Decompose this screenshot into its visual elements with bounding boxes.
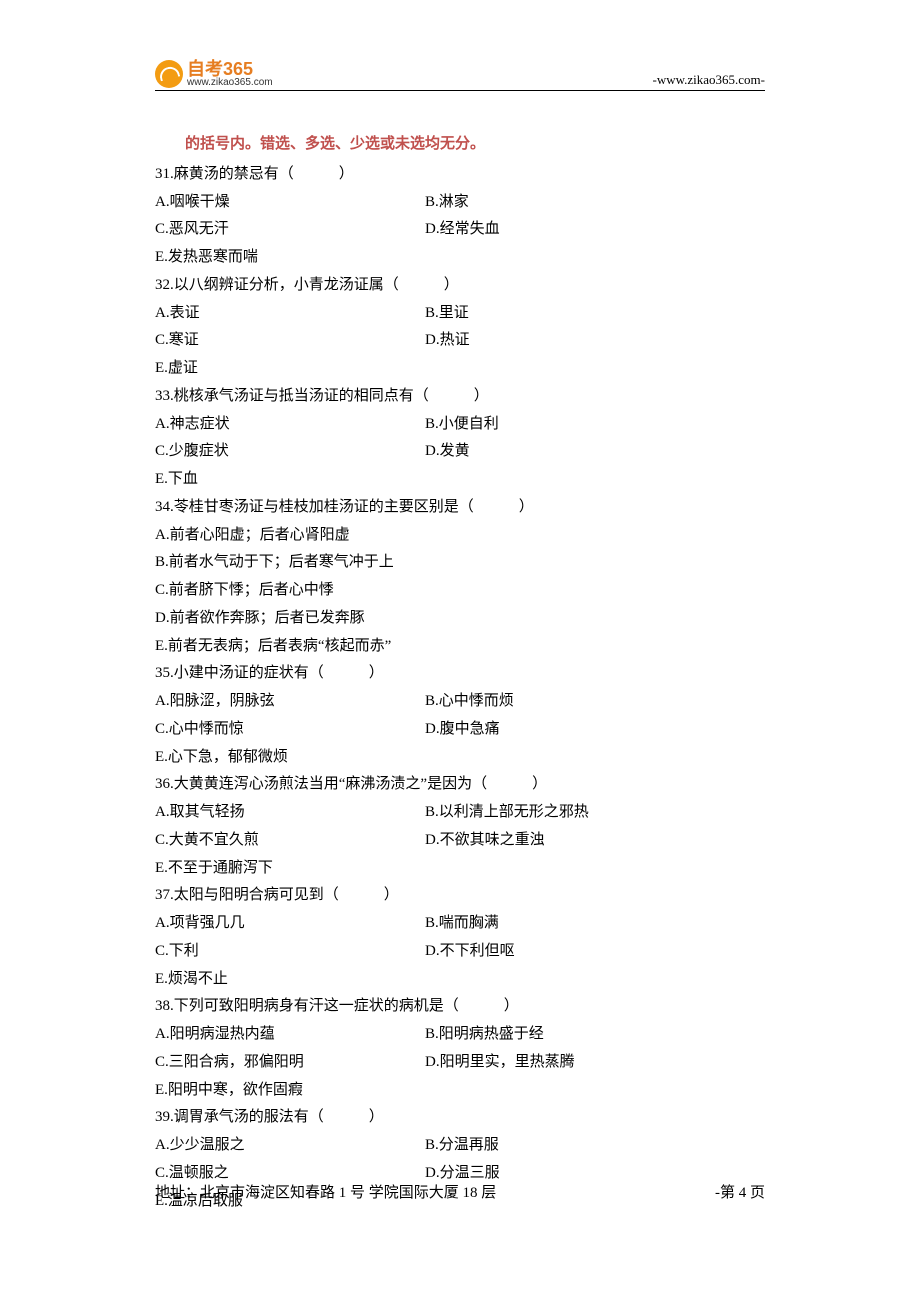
option: D.热证 bbox=[425, 327, 765, 355]
options-row: C.少腹症状D.发黄 bbox=[155, 438, 765, 466]
page-footer: 地址：北京市海淀区知春路 1 号 学院国际大厦 18 层 -第 4 页 bbox=[155, 1181, 765, 1202]
option: D.阳明里实，里热蒸腾 bbox=[425, 1049, 765, 1077]
option: B.淋家 bbox=[425, 189, 765, 217]
options-row: E.阳明中寒，欲作固瘕 bbox=[155, 1077, 765, 1105]
option: C.恶风无汗 bbox=[155, 216, 425, 244]
question-stem: 31.麻黄汤的禁忌有（ ） bbox=[155, 161, 765, 189]
options-row: A.取其气轻扬B.以利清上部无形之邪热 bbox=[155, 799, 765, 827]
option: D.不下利但呕 bbox=[425, 938, 765, 966]
option: C.心中悸而惊 bbox=[155, 716, 425, 744]
question-31: 31.麻黄汤的禁忌有（ ）A.咽喉干燥B.淋家C.恶风无汗D.经常失血E.发热恶… bbox=[155, 161, 765, 272]
question-stem: 39.调胃承气汤的服法有（ ） bbox=[155, 1104, 765, 1132]
options-row: A.阳脉涩，阴脉弦B.心中悸而烦 bbox=[155, 688, 765, 716]
question-stem: 35.小建中汤证的症状有（ ） bbox=[155, 660, 765, 688]
option: B.喘而胸满 bbox=[425, 910, 765, 938]
option: C.寒证 bbox=[155, 327, 425, 355]
options-row: A.项背强几几B.喘而胸满 bbox=[155, 910, 765, 938]
question-34: 34.苓桂甘枣汤证与桂枝加桂汤证的主要区别是（ ）A.前者心阳虚；后者心肾阳虚B… bbox=[155, 494, 765, 661]
question-37: 37.太阳与阳明合病可见到（ ）A.项背强几几B.喘而胸满C.下利D.不下利但呕… bbox=[155, 882, 765, 993]
option: C.三阳合病，邪偏阳明 bbox=[155, 1049, 425, 1077]
options-row: A.少少温服之B.分温再服 bbox=[155, 1132, 765, 1160]
option: D.不欲其味之重浊 bbox=[425, 827, 765, 855]
logo: 自考365 www.zikao365.com bbox=[155, 60, 273, 88]
option: D.前者欲作奔豚；后者已发奔豚 bbox=[155, 605, 765, 633]
logo-icon bbox=[155, 60, 183, 88]
options-row: A.神志症状B.小便自利 bbox=[155, 411, 765, 439]
options-row: A.表证B.里证 bbox=[155, 300, 765, 328]
options-row: C.心中悸而惊D.腹中急痛 bbox=[155, 716, 765, 744]
header-site-url: -www.zikao365.com- bbox=[652, 72, 765, 88]
option: E.虚证 bbox=[155, 355, 425, 383]
option: A.阳明病湿热内蕴 bbox=[155, 1021, 425, 1049]
options-row: C.寒证D.热证 bbox=[155, 327, 765, 355]
logo-url-text: www.zikao365.com bbox=[187, 78, 273, 88]
footer-address: 地址：北京市海淀区知春路 1 号 学院国际大厦 18 层 bbox=[155, 1181, 496, 1202]
options-row: E.烦渴不止 bbox=[155, 966, 765, 994]
option: C.大黄不宜久煎 bbox=[155, 827, 425, 855]
option: B.阳明病热盛于经 bbox=[425, 1021, 765, 1049]
question-stem: 38.下列可致阳明病身有汗这一症状的病机是（ ） bbox=[155, 993, 765, 1021]
option: B.分温再服 bbox=[425, 1132, 765, 1160]
question-stem: 34.苓桂甘枣汤证与桂枝加桂汤证的主要区别是（ ） bbox=[155, 494, 765, 522]
options-row: C.三阳合病，邪偏阳明D.阳明里实，里热蒸腾 bbox=[155, 1049, 765, 1077]
option: B.小便自利 bbox=[425, 411, 765, 439]
options-row: C.下利D.不下利但呕 bbox=[155, 938, 765, 966]
option: A.前者心阳虚；后者心肾阳虚 bbox=[155, 522, 765, 550]
page-header: 自考365 www.zikao365.com -www.zikao365.com… bbox=[155, 60, 765, 91]
option: A.表证 bbox=[155, 300, 425, 328]
option: A.少少温服之 bbox=[155, 1132, 425, 1160]
footer-page-number: -第 4 页 bbox=[715, 1181, 765, 1202]
option: A.神志症状 bbox=[155, 411, 425, 439]
options-row: E.下血 bbox=[155, 466, 765, 494]
question-stem: 37.太阳与阳明合病可见到（ ） bbox=[155, 882, 765, 910]
option: C.少腹症状 bbox=[155, 438, 425, 466]
options-row: E.虚证 bbox=[155, 355, 765, 383]
instruction-text: 的括号内。错选、多选、少选或未选均无分。 bbox=[155, 131, 765, 159]
question-36: 36.大黄黄连泻心汤煎法当用“麻沸汤渍之”是因为（ ）A.取其气轻扬B.以利清上… bbox=[155, 771, 765, 882]
exam-content: 的括号内。错选、多选、少选或未选均无分。 31.麻黄汤的禁忌有（ ）A.咽喉干燥… bbox=[155, 131, 765, 1215]
question-stem: 36.大黄黄连泻心汤煎法当用“麻沸汤渍之”是因为（ ） bbox=[155, 771, 765, 799]
option: A.项背强几几 bbox=[155, 910, 425, 938]
option: D.腹中急痛 bbox=[425, 716, 765, 744]
options-row: C.大黄不宜久煎D.不欲其味之重浊 bbox=[155, 827, 765, 855]
options-row: A.阳明病湿热内蕴B.阳明病热盛于经 bbox=[155, 1021, 765, 1049]
options-row: E.发热恶寒而喘 bbox=[155, 244, 765, 272]
option: A.阳脉涩，阴脉弦 bbox=[155, 688, 425, 716]
option: C.下利 bbox=[155, 938, 425, 966]
option: E.发热恶寒而喘 bbox=[155, 244, 425, 272]
logo-main-text: 自考365 bbox=[187, 60, 273, 78]
option: B.里证 bbox=[425, 300, 765, 328]
question-38: 38.下列可致阳明病身有汗这一症状的病机是（ ）A.阳明病湿热内蕴B.阳明病热盛… bbox=[155, 993, 765, 1104]
question-stem: 32.以八纲辨证分析，小青龙汤证属（ ） bbox=[155, 272, 765, 300]
options-row: C.恶风无汗D.经常失血 bbox=[155, 216, 765, 244]
options-row: E.心下急，郁郁微烦 bbox=[155, 744, 765, 772]
option: D.经常失血 bbox=[425, 216, 765, 244]
option: A.咽喉干燥 bbox=[155, 189, 425, 217]
option: D.发黄 bbox=[425, 438, 765, 466]
option: B.前者水气动于下；后者寒气冲于上 bbox=[155, 549, 765, 577]
option: A.取其气轻扬 bbox=[155, 799, 425, 827]
options-row: A.咽喉干燥B.淋家 bbox=[155, 189, 765, 217]
question-stem: 33.桃核承气汤证与抵当汤证的相同点有（ ） bbox=[155, 383, 765, 411]
option: E.心下急，郁郁微烦 bbox=[155, 744, 425, 772]
option: E.不至于通腑泻下 bbox=[155, 855, 425, 883]
question-32: 32.以八纲辨证分析，小青龙汤证属（ ）A.表证B.里证C.寒证D.热证E.虚证 bbox=[155, 272, 765, 383]
option: E.阳明中寒，欲作固瘕 bbox=[155, 1077, 425, 1105]
question-33: 33.桃核承气汤证与抵当汤证的相同点有（ ）A.神志症状B.小便自利C.少腹症状… bbox=[155, 383, 765, 494]
question-35: 35.小建中汤证的症状有（ ）A.阳脉涩，阴脉弦B.心中悸而烦C.心中悸而惊D.… bbox=[155, 660, 765, 771]
option: B.心中悸而烦 bbox=[425, 688, 765, 716]
option: E.前者无表病；后者表病“核起而赤” bbox=[155, 633, 765, 661]
option: E.烦渴不止 bbox=[155, 966, 425, 994]
option: B.以利清上部无形之邪热 bbox=[425, 799, 765, 827]
option: C.前者脐下悸；后者心中悸 bbox=[155, 577, 765, 605]
options-row: E.不至于通腑泻下 bbox=[155, 855, 765, 883]
option: E.下血 bbox=[155, 466, 425, 494]
